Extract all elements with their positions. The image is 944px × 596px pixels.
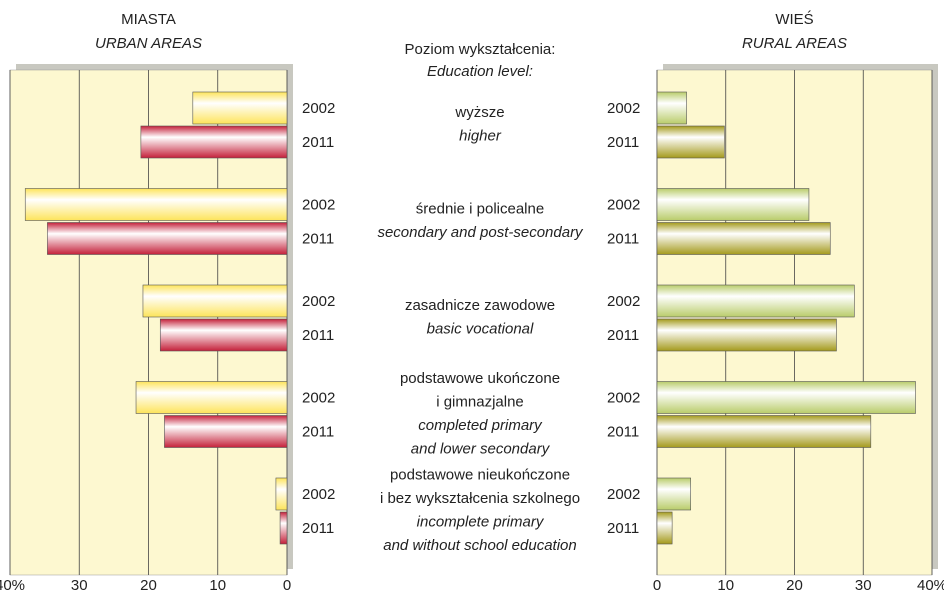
- legend-year: 2002: [607, 389, 640, 406]
- category-label-pl: i gimnazjalne: [436, 394, 524, 411]
- bar: [656, 284, 855, 318]
- center-title: Poziom wykształcenia:: [405, 41, 556, 58]
- category-label-pl: średnie i policealne: [416, 201, 544, 218]
- legend-year: 2011: [302, 423, 334, 440]
- category-label-en: and without school education: [383, 537, 576, 554]
- x-tick-label: 20: [140, 577, 157, 594]
- legend-year: 2011: [607, 327, 639, 344]
- bar: [47, 222, 288, 255]
- bar: [656, 222, 831, 255]
- chart-subtitle: RURAL AREAS: [742, 35, 847, 52]
- legend-year: 2002: [607, 196, 640, 213]
- legend-year: 2002: [607, 486, 640, 503]
- bar: [656, 91, 687, 125]
- category-label-pl: i bez wykształcenia szkolnego: [380, 490, 580, 507]
- bar: [164, 415, 288, 448]
- category-label-pl: wyższe: [454, 104, 504, 121]
- legend-year: 2002: [607, 293, 640, 310]
- bar: [275, 477, 288, 511]
- legend-year: 2011: [607, 520, 639, 537]
- legend-year: 2011: [302, 230, 334, 247]
- category-label-en: completed primary: [418, 417, 543, 434]
- bar: [656, 511, 673, 545]
- bar: [140, 125, 288, 159]
- x-tick-label: 10: [717, 577, 734, 594]
- bar: [192, 91, 288, 125]
- bar: [656, 381, 916, 414]
- bar: [142, 284, 288, 318]
- chart-subtitle: URBAN AREAS: [95, 35, 202, 52]
- legend-year: 2011: [302, 327, 334, 344]
- legend-year: 2011: [607, 423, 639, 440]
- category-label-pl: podstawowe ukończone: [400, 370, 560, 387]
- category-label-pl: podstawowe nieukończone: [390, 467, 570, 484]
- legend-year: 2002: [302, 486, 335, 503]
- category-label-en: secondary and post-secondary: [377, 224, 584, 241]
- x-tick-label: 40%: [917, 577, 944, 594]
- legend-year: 2002: [302, 389, 335, 406]
- bar: [24, 188, 288, 221]
- x-tick-label: 40%: [0, 577, 25, 594]
- bar: [656, 477, 691, 511]
- category-label-pl: zasadnicze zawodowe: [405, 297, 555, 314]
- category-label-en: basic vocational: [427, 321, 534, 338]
- bar: [656, 318, 837, 352]
- legend-year: 2002: [302, 100, 335, 117]
- bar: [656, 188, 810, 221]
- legend-year: 2011: [302, 520, 334, 537]
- x-tick-label: 0: [283, 577, 291, 594]
- bar: [279, 511, 288, 545]
- x-tick-label: 10: [209, 577, 226, 594]
- bar: [656, 125, 725, 159]
- category-label-en: and lower secondary: [411, 441, 551, 458]
- legend-year: 2002: [302, 196, 335, 213]
- legend-year: 2011: [302, 134, 334, 151]
- x-tick-label: 30: [71, 577, 88, 594]
- category-label-en: higher: [459, 128, 502, 145]
- bar: [135, 381, 288, 414]
- chart-title: WIEŚ: [775, 10, 813, 28]
- legend-year: 2011: [607, 230, 639, 247]
- legend-year: 2011: [607, 134, 639, 151]
- x-tick-label: 30: [855, 577, 872, 594]
- legend-year: 2002: [302, 293, 335, 310]
- category-label-en: incomplete primary: [417, 514, 545, 531]
- center-subtitle: Education level:: [427, 63, 533, 80]
- bar: [656, 415, 872, 448]
- x-tick-label: 20: [786, 577, 803, 594]
- legend-year: 2002: [607, 100, 640, 117]
- x-tick-label: 0: [653, 577, 661, 594]
- bar: [159, 318, 288, 352]
- chart-title: MIASTA: [121, 11, 176, 28]
